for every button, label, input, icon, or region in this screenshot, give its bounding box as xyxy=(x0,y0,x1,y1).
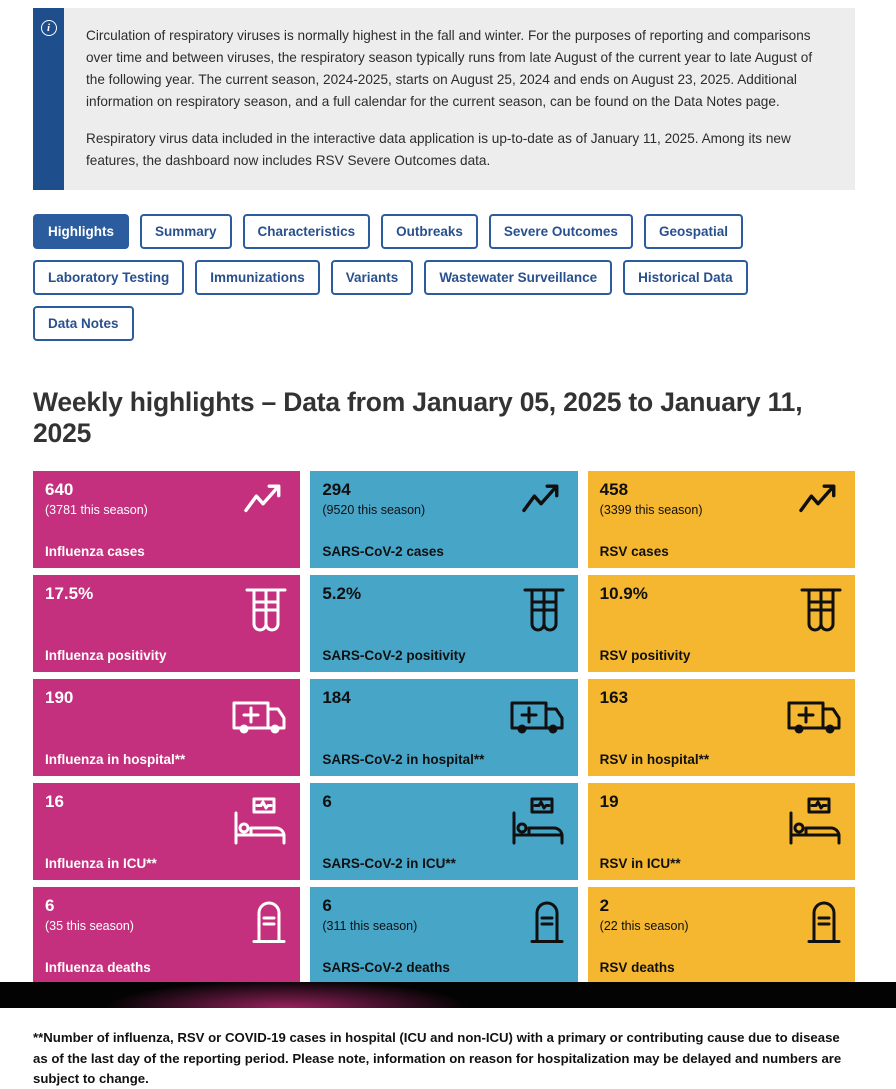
ambulance-icon xyxy=(230,695,288,739)
stat-label: Influenza in hospital** xyxy=(45,752,186,768)
stat-value: 184 xyxy=(322,688,351,708)
stat-value: 640 xyxy=(45,480,74,500)
stat-season: (9520 this season) xyxy=(322,503,426,518)
hospitalization-footnote: **Number of influenza, RSV or COVID-19 c… xyxy=(33,1030,842,1086)
highlights-grid: 640 (3781 this season) Influenza cases 2… xyxy=(33,471,855,985)
hospital-bed-icon xyxy=(232,797,288,845)
tab-highlights[interactable]: Highlights xyxy=(33,214,129,250)
tile-influenza-cases: 640 (3781 this season) Influenza cases xyxy=(33,471,301,569)
trend-chart-icon xyxy=(795,480,843,518)
stat-label: Influenza positivity xyxy=(45,648,167,664)
stat-season: (3781 this season) xyxy=(45,503,148,518)
banner-paragraph-season: Circulation of respiratory viruses is no… xyxy=(86,28,813,110)
stat-label: SARS-CoV-2 cases xyxy=(322,544,444,560)
ambulance-icon xyxy=(785,695,843,739)
tab-historical-data[interactable]: Historical Data xyxy=(623,260,748,296)
trend-chart-icon xyxy=(240,480,288,518)
tile-sars-positivity: 5.2% SARS-CoV-2 positivity xyxy=(310,575,578,673)
tombstone-icon xyxy=(250,896,288,946)
info-icon: i xyxy=(40,20,57,36)
tile-rsv-icu: 19 RSV in ICU** xyxy=(587,783,855,881)
stat-label: RSV cases xyxy=(599,544,669,560)
stat-season: (311 this season) xyxy=(322,919,418,934)
stat-season: (3399 this season) xyxy=(599,503,703,518)
tile-rsv-cases: 458 (3399 this season) RSV cases xyxy=(587,471,855,569)
test-tubes-icon xyxy=(244,584,288,640)
stat-value: 458 xyxy=(599,480,629,500)
stat-value: 163 xyxy=(599,688,629,708)
stat-label: SARS-CoV-2 in ICU** xyxy=(322,856,456,872)
stat-label: RSV in hospital** xyxy=(599,752,710,768)
tile-sars-hospital: 184 SARS-CoV-2 in hospital** xyxy=(310,679,578,777)
hospital-bed-icon xyxy=(787,797,843,845)
tile-sars-deaths: 6 (311 this season) SARS-CoV-2 deaths xyxy=(310,887,578,985)
tombstone-icon xyxy=(805,896,843,946)
stat-label: RSV in ICU** xyxy=(599,856,681,872)
stat-value: 294 xyxy=(322,480,351,500)
page-title: Weekly highlights – Data from January 05… xyxy=(33,387,803,449)
tab-characteristics[interactable]: Characteristics xyxy=(242,214,371,250)
tile-rsv-hospital: 163 RSV in hospital** xyxy=(587,679,855,777)
stat-value: 2 xyxy=(599,896,610,916)
stat-value: 6 xyxy=(45,896,55,916)
stat-value: 6 xyxy=(322,896,332,916)
tab-laboratory-testing[interactable]: Laboratory Testing xyxy=(33,260,185,296)
stat-value: 19 xyxy=(599,792,619,812)
tab-geospatial[interactable]: Geospatial xyxy=(643,214,743,250)
tile-influenza-icu: 16 Influenza in ICU** xyxy=(33,783,301,881)
tile-rsv-positivity: 10.9% RSV positivity xyxy=(587,575,855,673)
tile-influenza-hospital: 190 Influenza in hospital** xyxy=(33,679,301,777)
test-tubes-icon xyxy=(522,584,566,640)
stat-value: 6 xyxy=(322,792,332,812)
tab-outbreaks[interactable]: Outbreaks xyxy=(381,214,478,250)
dashboard-tabs: Highlights Summary Characteristics Outbr… xyxy=(33,214,855,342)
stat-label: RSV deaths xyxy=(599,960,675,976)
banner-accent-stripe: i xyxy=(33,8,64,191)
tile-influenza-positivity: 17.5% Influenza positivity xyxy=(33,575,301,673)
tile-sars-cases: 294 (9520 this season) SARS-CoV-2 cases xyxy=(310,471,578,569)
tab-summary[interactable]: Summary xyxy=(140,214,232,250)
tab-wastewater-surveillance[interactable]: Wastewater Surveillance xyxy=(424,260,613,296)
tab-severe-outcomes[interactable]: Severe Outcomes xyxy=(488,214,633,250)
tile-sars-icu: 6 SARS-CoV-2 in ICU** xyxy=(310,783,578,881)
tab-immunizations[interactable]: Immunizations xyxy=(195,260,320,296)
tombstone-icon xyxy=(528,896,566,946)
stat-label: Influenza deaths xyxy=(45,960,151,976)
tile-influenza-deaths: 6 (35 this season) Influenza deaths xyxy=(33,887,301,985)
stat-label: RSV positivity xyxy=(599,648,691,664)
trend-chart-icon xyxy=(518,480,566,518)
tile-rsv-deaths: 2 (22 this season) RSV deaths xyxy=(587,887,855,985)
banner-paragraph-update: Respiratory virus data included in the i… xyxy=(86,131,791,169)
stat-label: Influenza in ICU** xyxy=(45,856,157,872)
stat-value: 5.2% xyxy=(322,584,362,604)
stat-value: 190 xyxy=(45,688,74,708)
tab-variants[interactable]: Variants xyxy=(330,260,414,296)
test-tubes-icon xyxy=(799,584,843,640)
stat-season: (22 this season) xyxy=(599,919,689,934)
hospital-bed-icon xyxy=(510,797,566,845)
page-bottom-strip xyxy=(0,982,896,1008)
ambulance-icon xyxy=(508,695,566,739)
tab-data-notes[interactable]: Data Notes xyxy=(33,306,134,342)
stat-label: SARS-CoV-2 deaths xyxy=(322,960,450,976)
stat-value: 17.5% xyxy=(45,584,94,604)
stat-value: 16 xyxy=(45,792,64,812)
stat-label: Influenza cases xyxy=(45,544,145,560)
stat-label: SARS-CoV-2 in hospital** xyxy=(322,752,485,768)
stat-value: 10.9% xyxy=(599,584,648,604)
info-banner: i Circulation of respiratory viruses is … xyxy=(33,8,855,191)
stat-season: (35 this season) xyxy=(45,919,134,934)
stat-label: SARS-CoV-2 positivity xyxy=(322,648,466,664)
